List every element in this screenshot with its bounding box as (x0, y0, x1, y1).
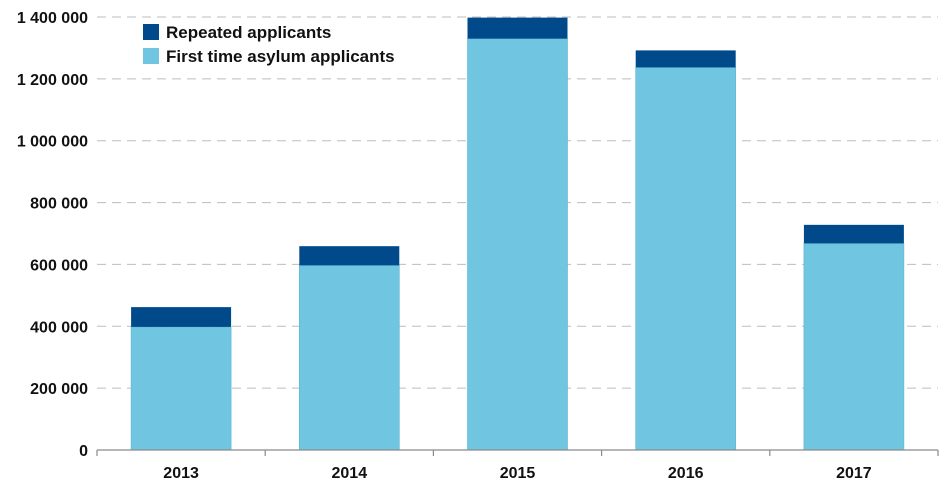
y-tick-label: 400 000 (30, 319, 88, 336)
bar-segment-repeated (803, 224, 904, 244)
legend-swatch-first-time (143, 48, 159, 64)
axes (96, 449, 939, 456)
legend-swatch-repeated (143, 24, 159, 40)
bar-segment-first-time (130, 326, 232, 451)
bar-segment-first-time (298, 265, 400, 451)
bar-segment-repeated (467, 17, 568, 39)
y-tick-labels: 0 200 000 400 000 600 000 800 000 1 000 000 1 … (17, 10, 88, 460)
x-tick-labels: 2013 2014 2015 2016 2017 (163, 465, 871, 482)
x-tick-label: 2017 (836, 465, 872, 482)
y-tick-label: 800 000 (30, 196, 88, 213)
bar-segment-first-time (635, 67, 737, 451)
bars (130, 17, 905, 451)
legend-label-first-time: First time asylum applicants (166, 47, 395, 66)
bar-segment-repeated (299, 246, 400, 266)
x-tick-label: 2016 (668, 465, 704, 482)
bar-segment-repeated (635, 50, 736, 68)
y-tick-label: 1 200 000 (17, 72, 88, 89)
bar-segment-first-time (467, 38, 568, 451)
y-tick-label: 0 (79, 443, 88, 460)
bar-segment-repeated (131, 307, 232, 327)
y-tick-label: 200 000 (30, 381, 88, 398)
legend: Repeated applicants First time asylum ap… (143, 23, 395, 66)
y-tick-label: 1 400 000 (17, 10, 88, 27)
legend-label-repeated: Repeated applicants (166, 23, 331, 42)
y-tick-label: 600 000 (30, 257, 88, 274)
x-tick-label: 2015 (500, 465, 536, 482)
x-tick-label: 2013 (163, 465, 199, 482)
bar-segment-first-time (803, 243, 905, 451)
y-tick-label: 1 000 000 (17, 134, 88, 151)
x-tick-label: 2014 (332, 465, 368, 482)
